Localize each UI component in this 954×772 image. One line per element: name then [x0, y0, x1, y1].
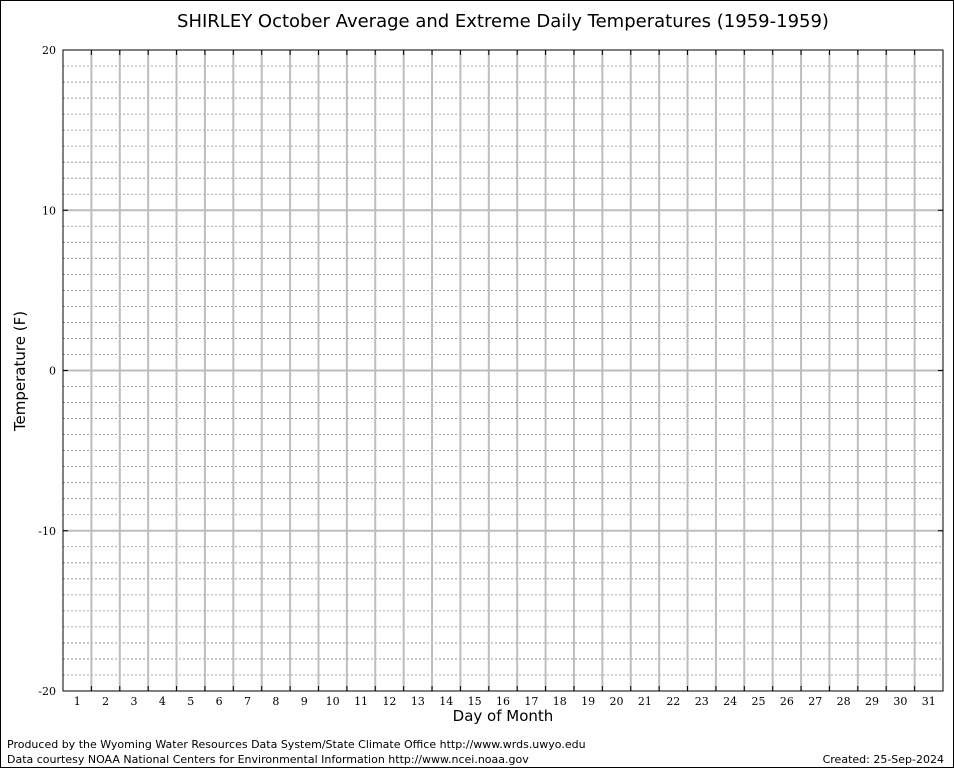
y-tick-label: -20	[38, 685, 56, 698]
x-tick-label: 23	[695, 695, 709, 708]
x-tick-label: 22	[666, 695, 680, 708]
x-tick-label: 29	[865, 695, 879, 708]
created-date: Created: 25-Sep-2024	[823, 753, 944, 766]
x-tick-label: 28	[837, 695, 851, 708]
x-tick-label: 16	[496, 695, 510, 708]
chart-title: SHIRLEY October Average and Extreme Dail…	[177, 11, 829, 32]
minor-gridlines	[63, 65, 943, 676]
x-tick-label: 24	[723, 695, 737, 708]
y-tick-label: -10	[38, 525, 56, 538]
x-tick-label: 31	[922, 695, 936, 708]
tick-marks	[63, 50, 943, 691]
x-tick-label: 25	[751, 695, 765, 708]
x-tick-label: 8	[272, 695, 279, 708]
major-gridlines	[63, 50, 943, 691]
x-tick-label: 20	[610, 695, 624, 708]
x-tick-label: 13	[411, 695, 425, 708]
x-tick-label: 2	[102, 695, 109, 708]
y-tick-label: 10	[42, 204, 56, 217]
x-tick-label: 9	[301, 695, 308, 708]
x-tick-label: 18	[553, 695, 567, 708]
x-tick-label: 1	[74, 695, 81, 708]
x-tick-label: 19	[581, 695, 595, 708]
credit-line-wrds: Produced by the Wyoming Water Resources …	[7, 738, 586, 751]
x-tick-label: 10	[326, 695, 340, 708]
x-tick-label: 14	[439, 695, 453, 708]
x-tick-label: 26	[780, 695, 794, 708]
x-tick-label: 30	[893, 695, 907, 708]
x-tick-label: 15	[468, 695, 482, 708]
y-tick-labels: 20 10 0 -10 -20	[38, 44, 56, 698]
x-tick-label: 6	[216, 695, 223, 708]
x-tick-label: 21	[638, 695, 652, 708]
y-tick-label: 20	[42, 44, 56, 57]
x-tick-label: 11	[354, 695, 368, 708]
credit-line-ncei: Data courtesy NOAA National Centers for …	[7, 753, 529, 766]
x-tick-label: 7	[244, 695, 251, 708]
y-axis-label: Temperature (F)	[11, 311, 29, 432]
x-tick-label: 27	[808, 695, 822, 708]
x-tick-labels: 1 2 3 4 5 6 7 8 9 10 11 12 13 14 15 16 17 18 19 20 21 22 23 24 2…	[74, 695, 936, 708]
x-tick-label: 5	[187, 695, 194, 708]
x-tick-label: 12	[382, 695, 396, 708]
x-tick-label: 17	[524, 695, 538, 708]
x-tick-label: 4	[159, 695, 166, 708]
y-tick-label: 0	[49, 365, 56, 378]
x-tick-label: 3	[130, 695, 137, 708]
x-axis-label: Day of Month	[453, 707, 554, 725]
